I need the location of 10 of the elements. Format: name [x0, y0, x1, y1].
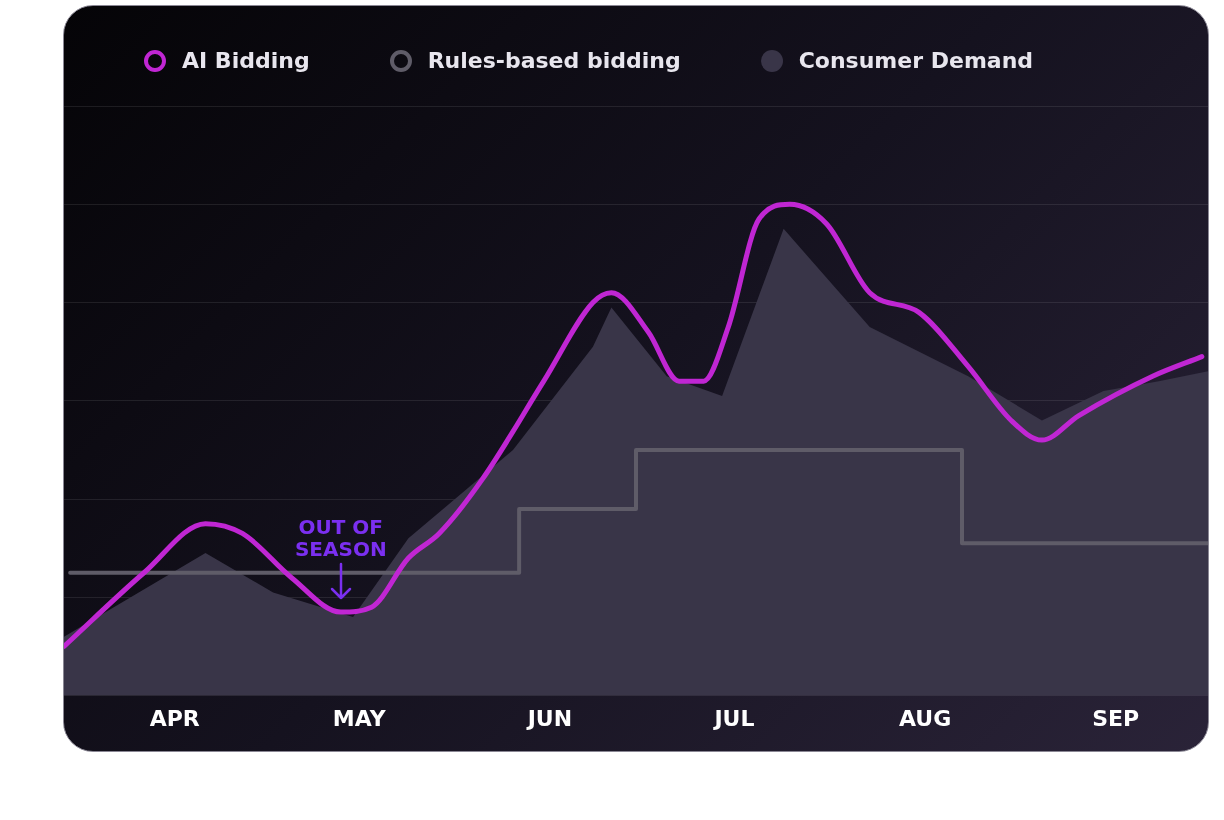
x-tick-label: APR — [149, 705, 200, 731]
annotation: OUT OF SEASON — [294, 515, 387, 562]
x-tick-label: JUL — [712, 705, 755, 731]
x-tick-label: SEP — [1092, 705, 1140, 731]
legend-label: AI Bidding — [182, 48, 310, 73]
legend-label: Rules-based bidding — [427, 48, 681, 73]
x-tick-label: MAY — [332, 705, 387, 731]
x-tick-label: JUN — [525, 705, 573, 731]
x-tick-label: AUG — [898, 705, 952, 731]
legend-label: Consumer Demand — [798, 48, 1034, 73]
